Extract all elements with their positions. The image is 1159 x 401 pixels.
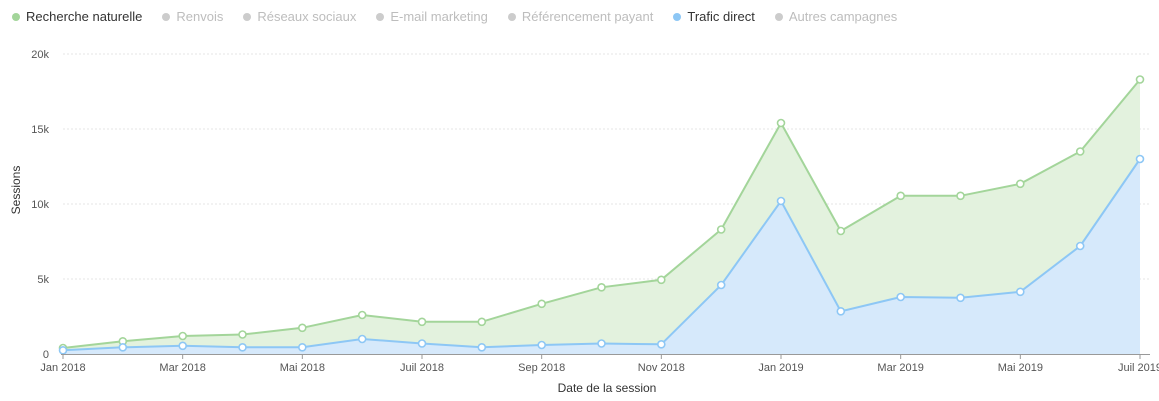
legend-dot-icon — [376, 13, 385, 21]
data-point[interactable] — [417, 339, 427, 348]
data-point[interactable] — [1075, 147, 1085, 156]
data-point[interactable] — [297, 342, 307, 352]
data-point[interactable] — [1015, 179, 1025, 189]
data-point[interactable] — [1135, 154, 1145, 164]
x-tick-label: Nov 2018 — [638, 362, 685, 374]
data-point[interactable] — [477, 317, 487, 327]
y-tick-label: 15k — [31, 124, 49, 136]
x-tick-label: Juil 2018 — [400, 362, 444, 374]
y-tick-label: 0 — [43, 349, 49, 361]
data-point[interactable] — [178, 331, 187, 341]
data-point[interactable] — [656, 275, 666, 285]
data-point[interactable] — [956, 293, 965, 303]
y-tick-label: 5k — [37, 274, 49, 286]
data-point[interactable] — [716, 225, 726, 234]
data-point[interactable] — [956, 191, 965, 201]
data-point[interactable] — [118, 342, 128, 352]
legend-item[interactable]: Renvois — [162, 9, 223, 25]
legend-dot-icon — [162, 13, 171, 21]
data-point[interactable] — [836, 226, 846, 236]
x-tick-label: Mar 2019 — [877, 362, 923, 374]
data-point[interactable] — [656, 339, 666, 349]
y-tick-label: 10k — [31, 199, 49, 211]
y-tick-label: 20k — [31, 49, 49, 61]
x-tick-label: Jan 2019 — [758, 362, 803, 374]
data-point[interactable] — [896, 191, 906, 201]
legend-label: Renvois — [176, 9, 224, 24]
legend-dot-icon — [774, 13, 783, 21]
data-point[interactable] — [1015, 287, 1025, 297]
data-point[interactable] — [477, 342, 487, 352]
legend-dot-icon — [507, 13, 516, 21]
x-tick-label: Mai 2019 — [998, 362, 1043, 374]
legend-item[interactable]: Réseaux sociaux — [243, 9, 356, 25]
data-point[interactable] — [776, 196, 786, 206]
legend-item[interactable]: Autres campagnes — [774, 9, 898, 25]
legend-label: Recherche naturelle — [26, 9, 143, 24]
legend-dot-icon — [243, 13, 252, 21]
x-tick-label: Juil 2019 — [1118, 362, 1159, 374]
x-axis: Jan 2018 Mar 2018 Mai 2018 Juil 2018 Sep 201… — [40, 354, 1159, 374]
data-point[interactable] — [357, 334, 367, 344]
legend-label: Réseaux sociaux — [257, 9, 357, 24]
data-point[interactable] — [1135, 75, 1145, 84]
data-point[interactable] — [357, 310, 367, 320]
data-point[interactable] — [597, 339, 606, 348]
x-axis-title: Date de la session — [558, 381, 657, 395]
data-point[interactable] — [1075, 241, 1085, 251]
data-point[interactable] — [537, 299, 547, 309]
x-tick-label: Mar 2018 — [159, 362, 205, 374]
data-point[interactable] — [716, 280, 726, 290]
legend-label: Trafic direct — [687, 9, 755, 24]
series-area — [63, 159, 1140, 354]
data-point[interactable] — [417, 317, 427, 327]
y-axis: 0 5k 10k 15k 20k — [31, 49, 49, 361]
data-point[interactable] — [537, 340, 547, 350]
legend-label: Référencement payant — [521, 9, 654, 24]
data-point[interactable] — [297, 323, 307, 333]
data-point[interactable] — [597, 282, 606, 292]
legend-label: Autres campagnes — [788, 9, 898, 24]
legend-dot-icon — [12, 13, 20, 21]
legend-item[interactable]: Recherche naturelle — [12, 9, 142, 25]
legend-item[interactable]: E-mail marketing — [376, 9, 488, 25]
data-point[interactable] — [238, 342, 247, 352]
legend-dot-icon — [673, 13, 682, 21]
legend: Recherche naturelle Renvois Réseaux sociau… — [12, 9, 897, 25]
series-areas — [63, 79, 1140, 354]
data-point[interactable] — [178, 341, 187, 351]
x-tick-label: Mai 2018 — [280, 362, 325, 374]
data-point[interactable] — [836, 306, 846, 316]
data-point[interactable] — [776, 118, 786, 128]
legend-item[interactable]: Référencement payant — [507, 9, 654, 25]
x-tick-label: Jan 2018 — [40, 362, 85, 374]
legend-label: E-mail marketing — [390, 9, 488, 24]
x-tick-label: Sep 2018 — [518, 362, 565, 374]
data-point[interactable] — [238, 330, 247, 339]
data-point[interactable] — [58, 345, 68, 355]
data-point[interactable] — [896, 292, 906, 302]
legend-item[interactable]: Trafic direct — [673, 9, 755, 25]
y-axis-title: Sessions — [9, 166, 23, 215]
series-area — [63, 79, 1140, 354]
series-points — [58, 75, 1145, 355]
